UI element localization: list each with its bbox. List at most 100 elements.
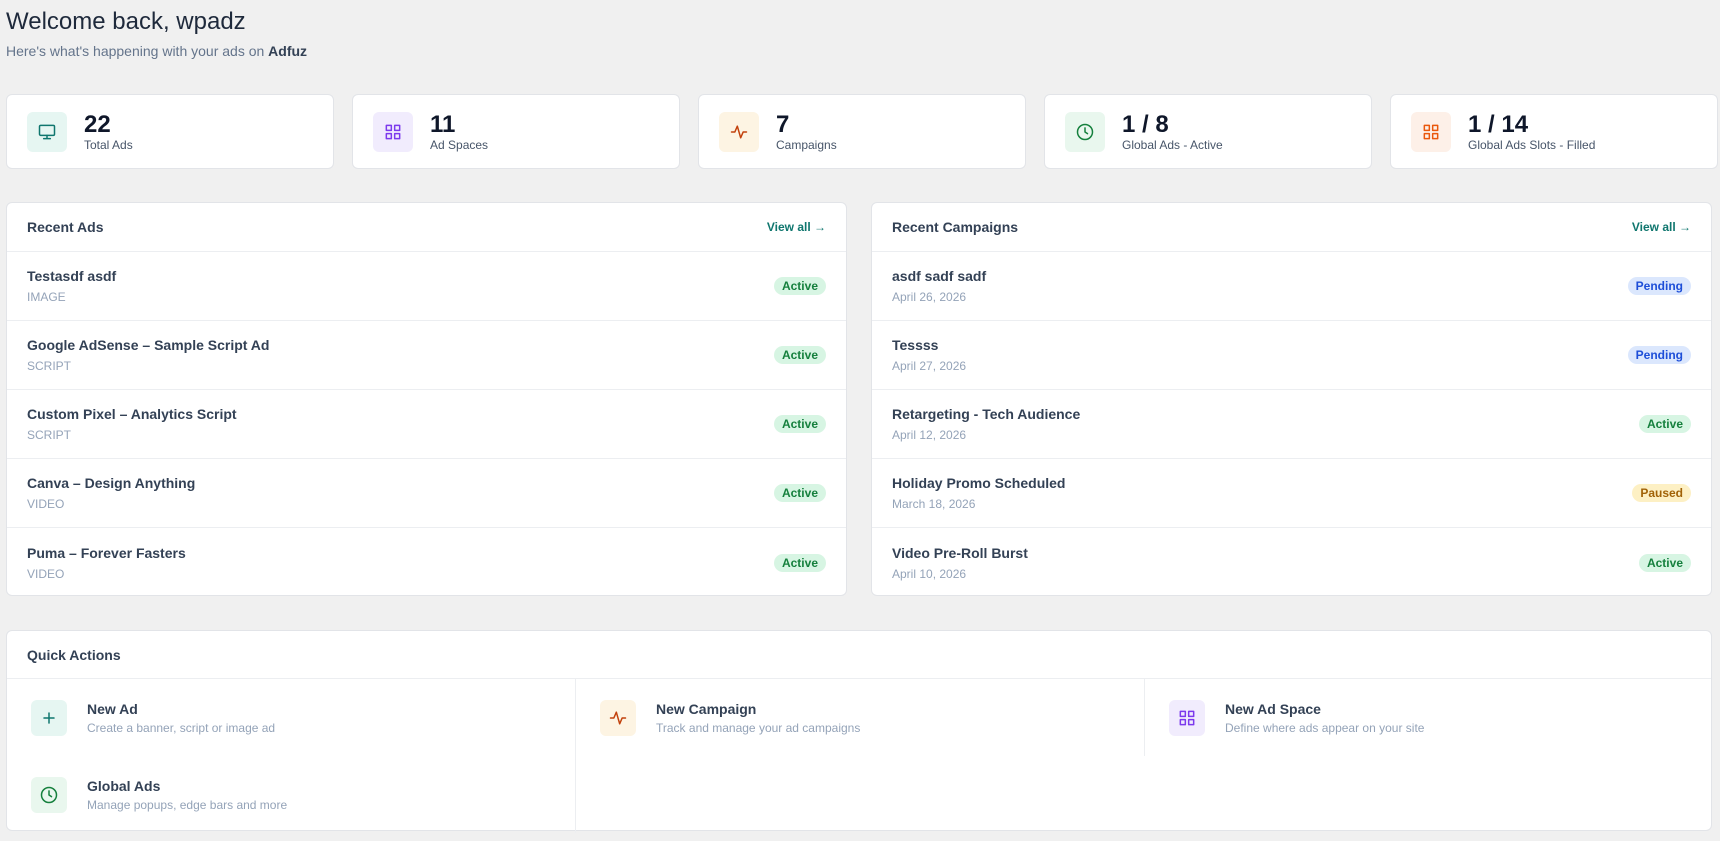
row-name: asdf sadf sadf [892, 268, 987, 284]
status-badge: Active [773, 277, 826, 295]
stat-label: Campaigns [776, 137, 837, 152]
status-badge: Pending [1627, 346, 1691, 364]
stat-card: 22 Total Ads [6, 94, 334, 169]
list-row[interactable]: asdf sadf sadf April 26, 2026 Pending [872, 252, 1711, 321]
quick-action-text: Global Ads Manage popups, edge bars and m… [87, 778, 287, 812]
stat-value: 1 / 8 [1122, 110, 1169, 138]
list-row[interactable]: Testasdf asdf IMAGE Active [7, 252, 846, 321]
icon-glyph [40, 786, 58, 803]
list-row[interactable]: Custom Pixel – Analytics Script SCRIPT Act… [7, 390, 846, 459]
list-row[interactable]: Holiday Promo Scheduled March 18, 2026 Pau… [872, 459, 1711, 528]
stat-text: 1 / 14 Global Ads Slots - Filled [1468, 110, 1596, 152]
icon-glyph [1423, 124, 1439, 139]
row-meta: April 12, 2026 [892, 428, 967, 442]
quick-action-text: New Ad Space Define where ads appear on y… [1225, 701, 1424, 735]
list-row[interactable]: Puma – Forever Fasters VIDEO Active [7, 528, 846, 597]
row-text: Holiday Promo Scheduled March 18, 2026 [892, 475, 1065, 511]
stat-label: Global Ads Slots - Filled [1468, 137, 1596, 152]
view-all-link[interactable]: View all → [1631, 220, 1691, 234]
list-row[interactable]: Canva – Design Anything VIDEO Active [7, 459, 846, 528]
stat-card: 1 / 14 Global Ads Slots - Filled [1390, 94, 1718, 169]
status-badge: Active [1638, 415, 1691, 433]
icon [31, 699, 67, 736]
stat-card: 1 / 8 Global Ads - Active [1044, 94, 1372, 169]
list-row[interactable]: Retargeting - Tech Audience April 12, 202… [872, 390, 1711, 459]
stat-value: 1 / 14 [1468, 110, 1529, 138]
quick-action-title: Global Ads [87, 777, 161, 794]
row-meta: April 10, 2026 [892, 566, 967, 581]
icon-glyph [1076, 123, 1094, 140]
stat-text: 1 / 8 Global Ads - Active [1122, 110, 1223, 152]
list-row[interactable]: Tessss April 27, 2026 Pending [872, 321, 1711, 390]
row-name: Retargeting - Tech Audience [892, 406, 1081, 422]
stat-card: 11 Ad Spaces [352, 94, 680, 169]
status-badge: Active [773, 415, 826, 433]
panel: Recent Ads View all → Testasdf asdf IMAGE Ac… [6, 202, 847, 596]
stat-card: 7 Campaigns [698, 94, 1026, 169]
stat-value: 22 [84, 110, 111, 138]
view-all-link[interactable]: View all → [766, 220, 826, 234]
quick-action-title: New Campaign [656, 700, 757, 717]
quick-action[interactable]: New Ad Space Define where ads appear on y… [1145, 679, 1711, 756]
panel-title: Quick Actions [27, 646, 121, 663]
list-row[interactable]: Video Pre-Roll Burst April 10, 2026 Active [872, 528, 1711, 597]
panel: Recent Campaigns View all → asdf sadf sadf… [871, 202, 1712, 596]
row-text: Video Pre-Roll Burst April 10, 2026 [892, 545, 1028, 581]
quick-action[interactable]: New Ad Create a banner, script or image a… [7, 679, 576, 756]
stat-label: Total Ads [84, 137, 133, 152]
row-text: asdf sadf sadf April 26, 2026 [892, 268, 986, 304]
row-text: Canva – Design Anything VIDEO [27, 475, 195, 511]
row-text: Custom Pixel – Analytics Script SCRIPT [27, 406, 237, 442]
panel-header: Quick Actions [7, 631, 1711, 679]
icon [373, 111, 413, 152]
icon-glyph [609, 710, 627, 725]
row-meta: SCRIPT [27, 428, 72, 442]
quick-actions-grid: New Ad Create a banner, script or image a… [7, 679, 1711, 833]
row-meta: April 26, 2026 [892, 290, 967, 304]
icon-glyph [38, 124, 56, 139]
quick-action[interactable]: Global Ads Manage popups, edge bars and m… [7, 756, 576, 833]
icon [1411, 111, 1451, 152]
row-meta: VIDEO [27, 497, 65, 511]
quick-actions: Quick Actions New Ad Create a banner, scri… [6, 630, 1712, 833]
row-name: Holiday Promo Scheduled [892, 475, 1066, 491]
brand: Adfuz [268, 43, 308, 59]
stat-value: 7 [776, 110, 790, 138]
list-row[interactable]: Google AdSense – Sample Script Ad SCRIPT A… [7, 321, 846, 390]
quick-action-title: New Ad Space [1225, 700, 1321, 717]
row-text: Testasdf asdf IMAGE [27, 268, 116, 304]
panel-header: Recent Ads View all → [7, 203, 846, 252]
status-badge: Active [773, 553, 826, 572]
quick-action-description: Define where ads appear on your site [1225, 720, 1425, 735]
quick-action-description: Create a banner, script or image ad [87, 720, 276, 735]
status-badge: Paused [1632, 484, 1691, 502]
icon [31, 776, 67, 813]
row-name: Custom Pixel – Analytics Script [27, 406, 237, 422]
quick-action-text: New Campaign Track and manage your ad cam… [656, 701, 860, 735]
row-text: Puma – Forever Fasters VIDEO [27, 545, 186, 581]
quick-action-description: Track and manage your ad campaigns [656, 720, 861, 735]
icon [1065, 111, 1105, 152]
subtitle-text: Here's what's happening with your ads on [6, 43, 265, 59]
icon-glyph [43, 711, 55, 724]
panel-title: Recent Campaigns [892, 219, 1019, 235]
page-subtitle: Here's what's happening with your ads on… [6, 43, 307, 59]
status-badge: Active [773, 346, 826, 364]
row-meta: VIDEO [27, 566, 65, 581]
row-name: Testasdf asdf [27, 268, 117, 284]
row-name: Canva – Design Anything [27, 475, 196, 491]
row-name: Google AdSense – Sample Script Ad [27, 337, 270, 353]
row-meta: April 27, 2026 [892, 359, 967, 373]
row-name: Puma – Forever Fasters [27, 544, 186, 561]
page-title: Welcome back, wpadz [6, 8, 246, 35]
quick-action[interactable]: New Campaign Track and manage your ad cam… [576, 679, 1145, 756]
icon [719, 111, 759, 152]
row-text: Google AdSense – Sample Script Ad SCRIPT [27, 337, 269, 373]
icon-glyph [730, 124, 748, 139]
stat-text: 7 Campaigns [776, 110, 837, 152]
icon [600, 699, 636, 736]
icon-glyph [1179, 710, 1195, 725]
panel-title: Recent Ads [27, 219, 104, 235]
row-text: Retargeting - Tech Audience April 12, 202… [892, 406, 1080, 442]
